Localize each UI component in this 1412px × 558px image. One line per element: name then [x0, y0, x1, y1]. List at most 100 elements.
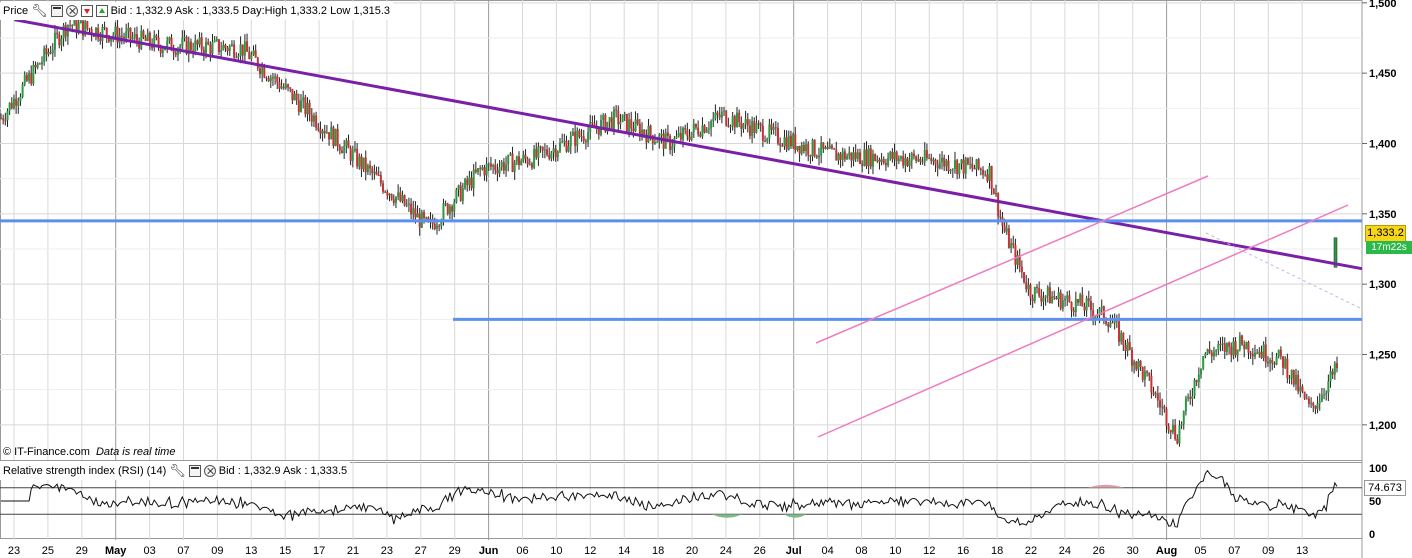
- candle-body: [1187, 396, 1190, 399]
- candle-body: [1042, 297, 1045, 302]
- candle-body: [453, 202, 456, 212]
- candle-body: [496, 170, 499, 174]
- candle-body: [43, 48, 46, 63]
- candle-body: [1251, 353, 1254, 357]
- candle-body: [144, 37, 147, 41]
- candle-body: [1053, 296, 1056, 298]
- price-panel-header: Price 🔧︎ Bid : 1,332.9 Ask : 1,333.5 Day…: [0, 2, 394, 20]
- candle-body: [936, 164, 939, 169]
- candle-body: [889, 151, 892, 158]
- candle-body: [906, 158, 909, 166]
- candle-body: [876, 159, 879, 161]
- candle-body: [60, 38, 63, 46]
- x-tick-label: 26: [754, 545, 766, 557]
- candle-body: [748, 125, 751, 136]
- candle-body: [479, 168, 482, 170]
- candle-body: [183, 37, 186, 39]
- window-icon[interactable]: [50, 5, 63, 17]
- candle-body: [1264, 344, 1267, 363]
- candle-body: [1165, 408, 1168, 426]
- candle-body: [103, 27, 106, 29]
- candle-body: [969, 163, 972, 165]
- candle-body: [129, 27, 132, 40]
- candle-body: [410, 203, 413, 215]
- x-tick-label: 08: [855, 545, 867, 557]
- candle-body: [15, 98, 18, 106]
- wrench-icon[interactable]: 🔧︎: [169, 463, 186, 478]
- candle-body: [1292, 369, 1295, 385]
- candle-body: [1122, 332, 1125, 346]
- candle-body: [310, 114, 313, 122]
- candle-body: [712, 118, 715, 122]
- candle-body: [358, 156, 361, 167]
- candle-body: [343, 145, 346, 154]
- candle-body: [1146, 371, 1149, 373]
- candle-body: [250, 54, 253, 59]
- candle-body: [723, 110, 726, 112]
- candle-body: [1273, 363, 1276, 365]
- candle-body: [608, 117, 611, 122]
- candle-body: [433, 223, 436, 229]
- candle-body: [1100, 306, 1103, 309]
- candle-body: [308, 102, 311, 115]
- candle-body: [1288, 378, 1291, 380]
- x-tick-label: 17: [313, 545, 325, 557]
- candle-body: [548, 154, 551, 159]
- candle-body: [401, 195, 404, 202]
- candle-body: [690, 131, 693, 140]
- candle-body: [802, 144, 805, 152]
- buy-icon[interactable]: [95, 5, 108, 17]
- candle-body: [546, 149, 549, 155]
- candle-body: [1269, 360, 1272, 364]
- candle-body: [271, 77, 274, 79]
- candle-body: [291, 88, 294, 101]
- candle-body: [435, 225, 438, 229]
- candle-body: [332, 127, 335, 147]
- candle-body: [854, 152, 857, 159]
- candle-body: [1038, 288, 1041, 296]
- credit-text: © IT-Finance.com: [3, 446, 90, 458]
- window-icon[interactable]: [188, 465, 201, 477]
- candle-body: [1113, 318, 1116, 324]
- candle-body: [1077, 299, 1080, 303]
- candle-body: [764, 140, 767, 142]
- candle-body: [597, 128, 600, 135]
- candle-body: [766, 138, 769, 142]
- candle-body: [226, 48, 229, 52]
- candle-body: [841, 151, 844, 160]
- candle-body: [925, 150, 928, 159]
- x-tick-label: 09: [211, 545, 223, 557]
- candle-body: [798, 146, 801, 154]
- candle-body: [522, 154, 525, 161]
- x-tick-label: Jul: [786, 545, 802, 557]
- candle-body: [1241, 335, 1244, 345]
- candle-body: [867, 148, 870, 167]
- candle-body: [932, 159, 935, 162]
- candle-body: [815, 155, 818, 158]
- candle-body: [135, 34, 138, 41]
- projection-dashed-line: [1205, 232, 1361, 309]
- candle-body: [999, 216, 1002, 218]
- sell-icon[interactable]: [80, 5, 93, 17]
- price-panel-label: Price: [3, 5, 29, 17]
- candle-body: [390, 194, 393, 200]
- candle-body: [822, 142, 825, 149]
- close-icon[interactable]: [203, 465, 216, 477]
- candle-body: [938, 162, 941, 169]
- candle-body: [587, 132, 590, 143]
- candle-body: [768, 124, 771, 139]
- candle-body: [947, 160, 950, 172]
- candle-body: [239, 44, 242, 56]
- wrench-icon[interactable]: 🔧︎: [31, 3, 48, 18]
- candle-body: [379, 175, 382, 184]
- candle-body: [25, 75, 28, 81]
- candle-body: [492, 165, 495, 167]
- candle-body: [69, 25, 72, 27]
- candle-body: [582, 136, 585, 141]
- candle-body: [202, 49, 205, 54]
- close-icon[interactable]: [65, 5, 78, 17]
- candle-body: [176, 48, 179, 55]
- candle-body: [412, 208, 415, 215]
- candle-body: [684, 128, 687, 130]
